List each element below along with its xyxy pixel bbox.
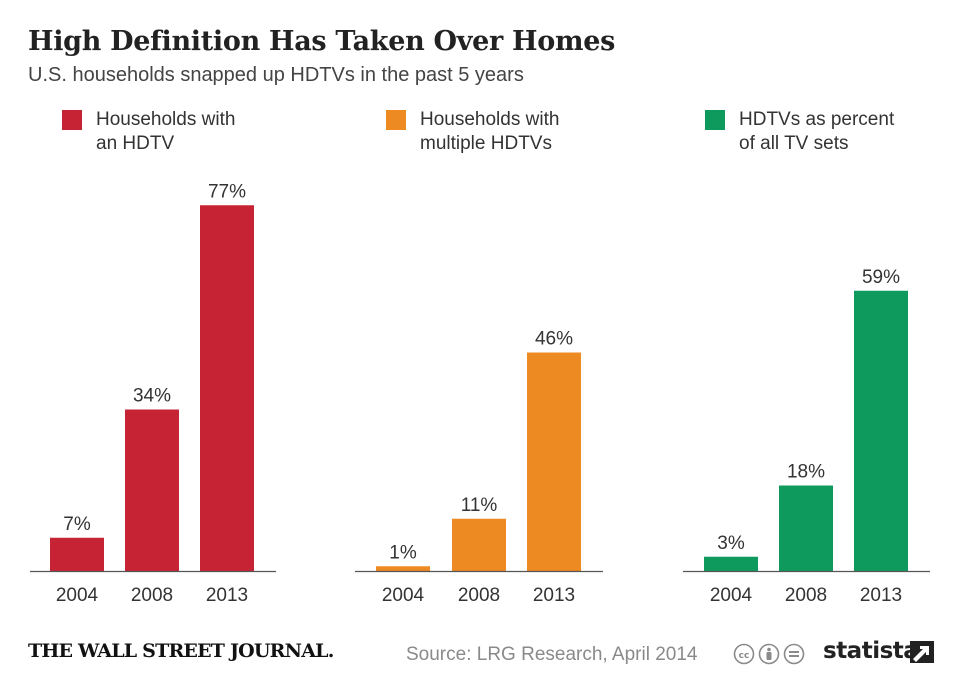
bar-value-label: 34%	[133, 386, 171, 407]
x-tick-label: 2008	[458, 585, 500, 606]
legend-swatch	[62, 110, 82, 130]
legend-swatch	[705, 110, 725, 130]
bar-2008	[452, 518, 506, 571]
attribution-icon	[758, 643, 780, 665]
chart-panel-2: 1% 2004 11% 2008 46% 2013	[355, 329, 603, 606]
source-note: Source: LRG Research, April 2014	[406, 644, 698, 665]
svg-text:cc: cc	[739, 651, 750, 661]
x-tick-label: 2008	[131, 585, 173, 606]
bar-2004	[376, 566, 430, 571]
x-tick-label: 2004	[382, 585, 425, 606]
cc-icon: cc	[733, 643, 755, 665]
license-icons: cc	[733, 643, 805, 665]
bar-value-label: 59%	[862, 267, 900, 288]
x-tick-label: 2004	[710, 585, 753, 606]
x-tick-label: 2013	[206, 585, 248, 606]
bar-2004	[50, 537, 104, 571]
brand-mark-icon	[910, 641, 934, 663]
bar-2008	[779, 485, 833, 571]
legend-label: Households with an HDTV	[96, 109, 236, 154]
bar-2008	[125, 409, 179, 571]
publisher-logo: THE WALL STREET JOURNAL.	[28, 640, 334, 662]
x-tick-label: 2004	[56, 585, 99, 606]
legend-label: Households with multiple HDTVs	[420, 109, 560, 154]
bar-value-label: 18%	[787, 462, 825, 483]
brand-logo: statista	[823, 638, 919, 664]
bar-value-label: 1%	[389, 542, 417, 563]
x-tick-label: 2008	[785, 585, 827, 606]
bar-2013	[854, 290, 908, 571]
no-derivatives-icon	[783, 643, 805, 665]
bar-2013	[527, 352, 581, 571]
chart-panel-1: 7% 2004 34% 2008 77% 2013	[30, 181, 276, 606]
legend-swatch	[386, 110, 406, 130]
x-tick-label: 2013	[533, 585, 575, 606]
bar-2013	[200, 205, 254, 571]
page-subtitle: U.S. households snapped up HDTVs in the …	[28, 64, 524, 86]
chart-panel-3: 3% 2004 18% 2008 59% 2013	[683, 267, 930, 606]
legend-label: HDTVs as percent of all TV sets	[739, 109, 895, 154]
bar-value-label: 3%	[717, 533, 745, 554]
bar-value-label: 46%	[535, 329, 573, 350]
x-tick-label: 2013	[860, 585, 902, 606]
bar-value-label: 7%	[63, 514, 91, 535]
bar-2004	[704, 556, 758, 571]
bar-value-label: 77%	[208, 181, 246, 202]
bar-value-label: 11%	[461, 495, 498, 516]
page-title: High Definition Has Taken Over Homes	[28, 26, 615, 57]
